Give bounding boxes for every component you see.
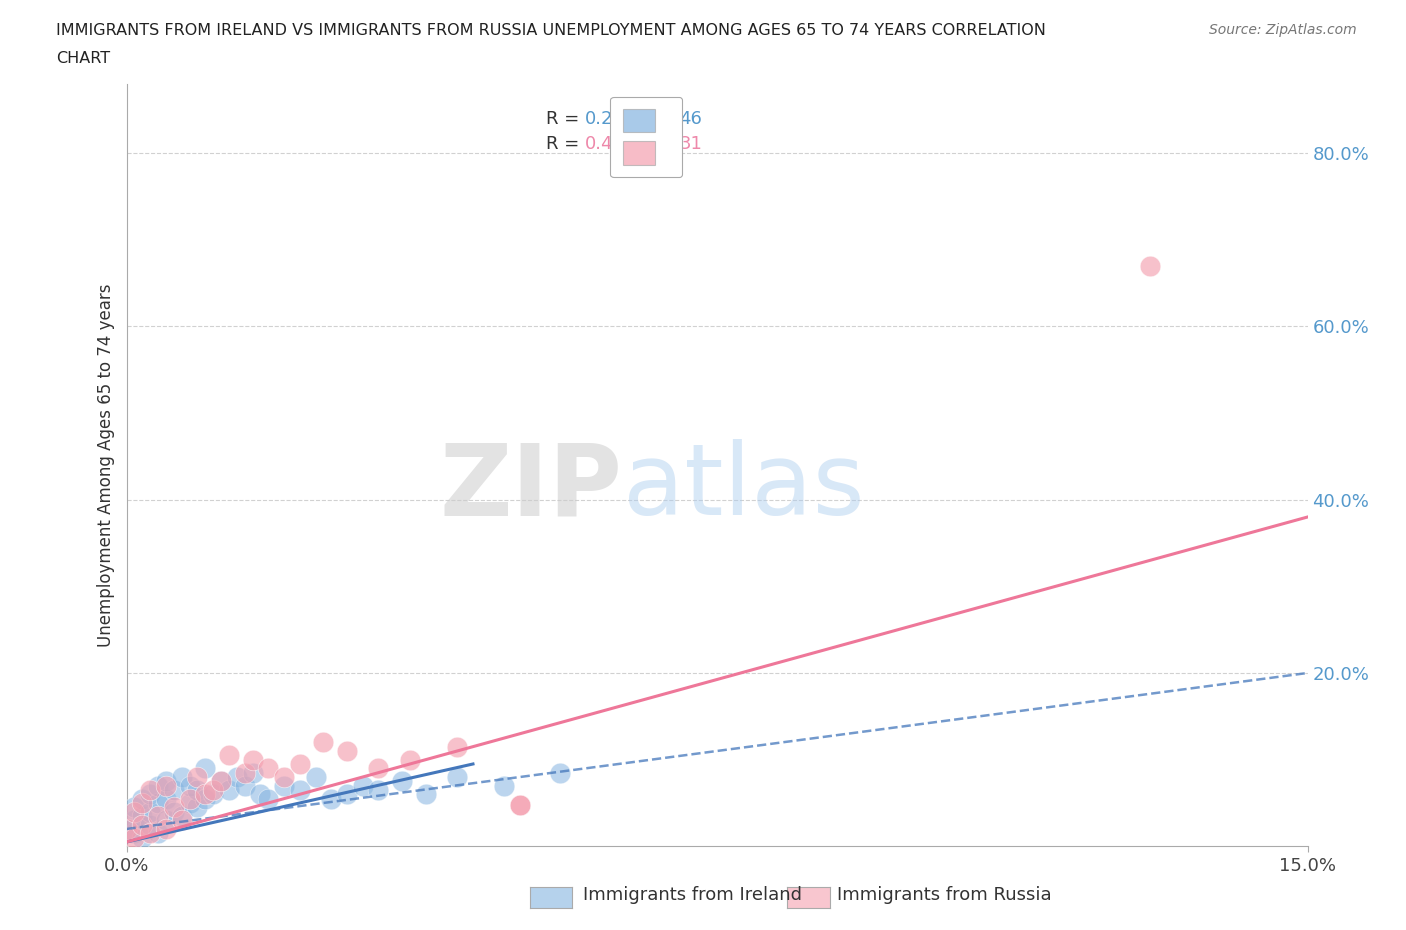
Point xyxy=(218,782,240,797)
Point xyxy=(131,808,153,823)
Text: 46: 46 xyxy=(679,111,702,128)
Point xyxy=(242,765,264,780)
Point xyxy=(131,817,153,832)
Point xyxy=(446,739,468,754)
Point xyxy=(139,787,162,802)
Point xyxy=(139,804,162,819)
Point xyxy=(304,769,326,784)
Point xyxy=(163,804,186,819)
Text: 31: 31 xyxy=(679,135,702,153)
Point xyxy=(202,787,225,802)
Point xyxy=(225,769,247,784)
Point xyxy=(391,774,413,789)
Point xyxy=(186,769,208,784)
Point xyxy=(352,778,374,793)
Point xyxy=(155,791,177,806)
Point xyxy=(1139,259,1161,273)
Text: Immigrants from Russia: Immigrants from Russia xyxy=(837,885,1052,904)
Text: Source: ZipAtlas.com: Source: ZipAtlas.com xyxy=(1209,23,1357,37)
Point xyxy=(509,797,531,812)
Point xyxy=(146,826,169,841)
Text: atlas: atlas xyxy=(623,439,865,537)
Text: R =: R = xyxy=(546,135,585,153)
Point xyxy=(367,782,389,797)
Text: Immigrants from Ireland: Immigrants from Ireland xyxy=(583,885,803,904)
Point xyxy=(312,735,335,750)
Point xyxy=(494,778,516,793)
Point xyxy=(139,817,162,832)
Point xyxy=(336,744,359,759)
Point xyxy=(179,795,201,810)
Legend: , : , xyxy=(610,97,682,178)
Point xyxy=(124,804,146,819)
Text: 0.494: 0.494 xyxy=(585,135,637,153)
Point xyxy=(170,813,193,828)
Point xyxy=(170,808,193,823)
Point xyxy=(163,800,186,815)
Point xyxy=(548,765,571,780)
Point xyxy=(257,761,280,776)
Point xyxy=(155,813,177,828)
Point xyxy=(249,787,271,802)
Point xyxy=(273,769,295,784)
Point xyxy=(288,782,311,797)
Point xyxy=(446,769,468,784)
Point xyxy=(257,791,280,806)
Point xyxy=(179,778,201,793)
Y-axis label: Unemployment Among Ages 65 to 74 years: Unemployment Among Ages 65 to 74 years xyxy=(97,284,115,646)
Point xyxy=(242,752,264,767)
Point xyxy=(139,826,162,841)
Point xyxy=(194,787,217,802)
Point xyxy=(155,774,177,789)
Point xyxy=(131,830,153,845)
Point xyxy=(233,778,256,793)
Point xyxy=(146,795,169,810)
Point xyxy=(194,761,217,776)
Point xyxy=(124,800,146,815)
Point xyxy=(209,774,232,789)
Point xyxy=(131,795,153,810)
Point xyxy=(233,765,256,780)
Point xyxy=(321,791,343,806)
Point xyxy=(131,791,153,806)
Point xyxy=(415,787,437,802)
Point xyxy=(124,830,146,845)
Text: IMMIGRANTS FROM IRELAND VS IMMIGRANTS FROM RUSSIA UNEMPLOYMENT AMONG AGES 65 TO : IMMIGRANTS FROM IRELAND VS IMMIGRANTS FR… xyxy=(56,23,1046,38)
Point xyxy=(273,778,295,793)
Point xyxy=(194,791,217,806)
Point xyxy=(179,791,201,806)
Point xyxy=(186,782,208,797)
Point xyxy=(146,778,169,793)
Point xyxy=(170,769,193,784)
Text: R =: R = xyxy=(546,111,585,128)
Text: CHART: CHART xyxy=(56,51,110,66)
Point xyxy=(209,774,232,789)
Point xyxy=(202,782,225,797)
Point xyxy=(155,821,177,836)
Text: 0.242: 0.242 xyxy=(585,111,637,128)
Point xyxy=(399,752,422,767)
Point xyxy=(288,756,311,771)
Point xyxy=(146,808,169,823)
Text: N =: N = xyxy=(634,111,686,128)
Point xyxy=(163,782,186,797)
Point xyxy=(218,748,240,763)
Point xyxy=(509,797,531,812)
Point xyxy=(115,821,138,836)
Text: N =: N = xyxy=(634,135,686,153)
Point xyxy=(186,800,208,815)
Point xyxy=(155,778,177,793)
Text: ZIP: ZIP xyxy=(440,439,623,537)
Point xyxy=(115,821,138,836)
Point xyxy=(336,787,359,802)
Point xyxy=(124,826,146,841)
Point xyxy=(367,761,389,776)
Point xyxy=(139,782,162,797)
Point xyxy=(124,813,146,828)
